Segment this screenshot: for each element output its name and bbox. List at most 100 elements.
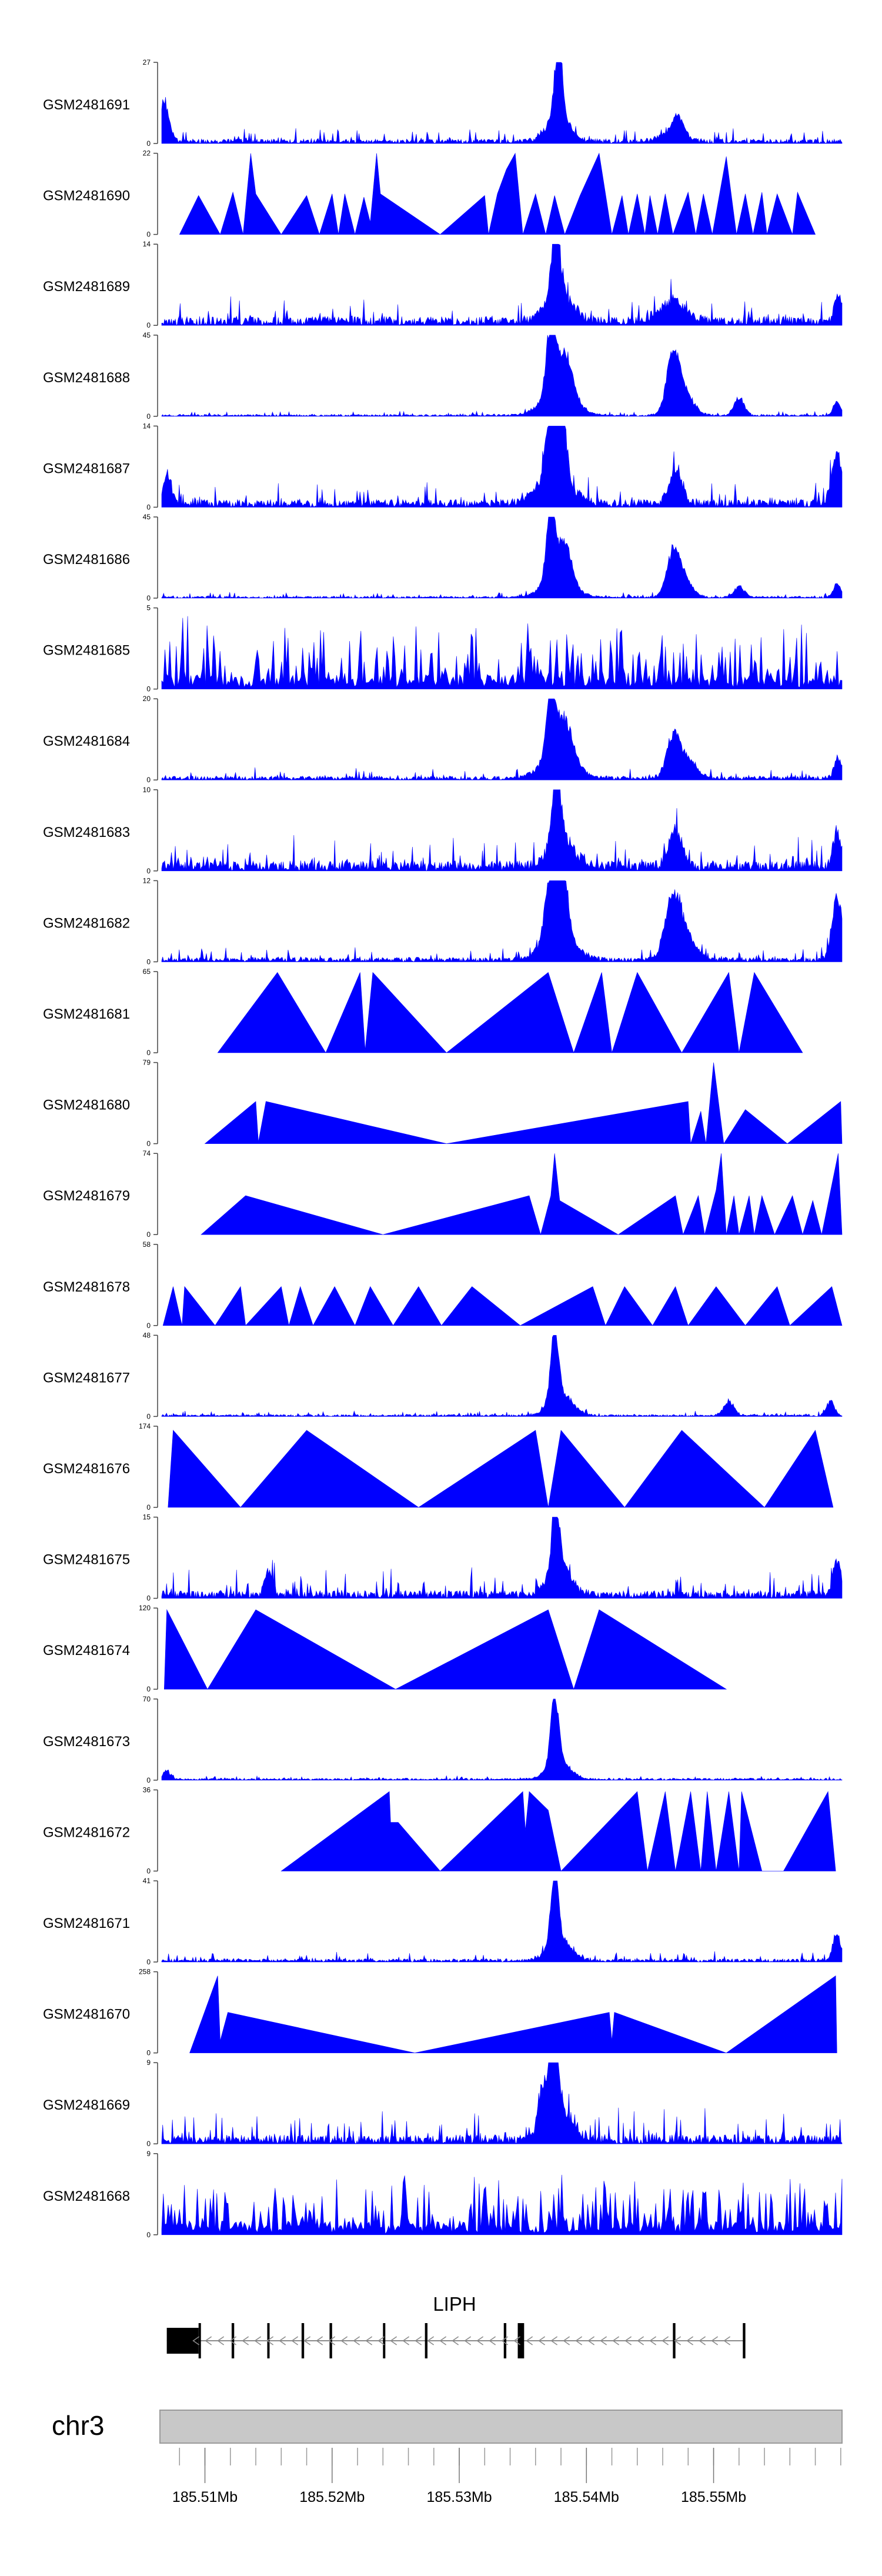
track-label: GSM2481674: [43, 1643, 130, 1659]
track-y-max-label: 22: [143, 149, 151, 158]
strand-arrow-icon: [254, 2336, 262, 2345]
track-y-min-label: 0: [146, 1958, 151, 1966]
track-signal: [163, 1609, 727, 1690]
track-y-max-label: 74: [143, 1149, 151, 1157]
strand-arrow-icon: [575, 2336, 583, 2345]
track-signal: [161, 335, 843, 417]
track-signal: [179, 152, 816, 235]
track-label: GSM2481678: [43, 1279, 130, 1295]
strand-arrow-icon: [377, 2336, 385, 2345]
track-y-min-label: 0: [146, 139, 151, 148]
strand-arrow-icon: [501, 2336, 509, 2345]
strand-arrow-icon: [229, 2336, 237, 2345]
track-signal: [161, 789, 843, 872]
track-y-max-label: 79: [143, 1059, 151, 1067]
track-y-min-label: 0: [146, 503, 151, 511]
track-GSM2481669: GSM2481669 9 0: [43, 2058, 843, 2148]
track-y-min-label: 0: [146, 1412, 151, 1420]
axis-tick-label: 185.52Mb: [299, 2489, 365, 2505]
exon: [198, 2323, 201, 2358]
track-y-min-label: 0: [146, 1594, 151, 1603]
track-y-max-label: 120: [139, 1604, 151, 1612]
exon: [383, 2323, 386, 2358]
track-label: GSM2481686: [43, 552, 130, 568]
track-signal: [161, 1699, 843, 1781]
strand-arrow-icon: [217, 2336, 225, 2345]
strand-arrow-icon: [662, 2336, 669, 2345]
strand-arrow-icon: [279, 2336, 286, 2345]
strand-arrow-icon: [612, 2336, 620, 2345]
track-y-min-label: 0: [146, 1503, 151, 1511]
axis-tick-label: 185.54Mb: [554, 2489, 619, 2505]
track-y-min-label: 0: [146, 594, 151, 602]
track-GSM2481681: GSM2481681 65 0: [43, 967, 803, 1057]
track-signal: [161, 1517, 843, 1599]
track-signal: [161, 616, 843, 689]
track-y-min-label: 0: [146, 2231, 151, 2239]
track-y-max-label: 48: [143, 1331, 151, 1339]
track-signal: [161, 62, 843, 145]
track-y-max-label: 45: [143, 331, 151, 339]
strand-arrow-icon: [340, 2336, 348, 2345]
track-GSM2481689: GSM2481689 14 0: [43, 240, 843, 329]
track-label: GSM2481669: [43, 2097, 130, 2113]
track-signal: [162, 1286, 843, 1326]
track-y-min-label: 0: [146, 2140, 151, 2148]
track-GSM2481691: GSM2481691 27 0: [43, 58, 843, 148]
exon: [517, 2323, 524, 2358]
track-label: GSM2481684: [43, 733, 130, 749]
track-y-max-label: 10: [143, 786, 151, 794]
axis-tick-label: 185.53Mb: [426, 2489, 492, 2505]
track-y-max-label: 36: [143, 1786, 151, 1794]
exon: [743, 2323, 746, 2358]
track-GSM2481674: GSM2481674 120 0: [43, 1604, 727, 1693]
exon: [267, 2323, 270, 2358]
track-signal: [161, 1880, 843, 1963]
strand-arrow-icon: [587, 2336, 595, 2345]
track-label: GSM2481672: [43, 1824, 130, 1840]
axis-ticks: 185.51Mb 185.52Mb 185.53Mb 185.54Mb 185.55Mb: [172, 2448, 841, 2505]
strand-arrow-icon: [452, 2336, 459, 2345]
genome-axis: chr3 185.51Mb 185.52Mb 185.53Mb 185.54Mb 185…: [52, 2410, 843, 2505]
track-y-max-label: 70: [143, 1695, 151, 1703]
strand-arrow-icon: [328, 2336, 336, 2345]
strand-arrow-icon: [303, 2336, 311, 2345]
strand-arrow-icon: [415, 2336, 422, 2345]
track-signal: [161, 243, 843, 326]
strand-arrows: [192, 2336, 731, 2345]
track-label: GSM2481683: [43, 825, 130, 840]
track-label: GSM2481671: [43, 1916, 130, 1931]
track-y-max-label: 65: [143, 967, 151, 976]
strand-arrow-icon: [266, 2336, 274, 2345]
strand-arrow-icon: [563, 2336, 570, 2345]
track-GSM2481682: GSM2481682 12 0: [43, 876, 843, 966]
track-y-max-label: 41: [143, 1877, 151, 1885]
track-label: GSM2481668: [43, 2188, 130, 2204]
strand-arrow-icon: [550, 2336, 558, 2345]
strand-arrow-icon: [513, 2336, 521, 2345]
track-GSM2481680: GSM2481680 79 0: [43, 1059, 843, 1148]
strand-arrow-icon: [365, 2336, 373, 2345]
strand-arrow-icon: [439, 2336, 447, 2345]
track-label: GSM2481670: [43, 2007, 130, 2023]
track-signal: [204, 1062, 843, 1144]
strand-arrow-icon: [489, 2336, 496, 2345]
track-GSM2481679: GSM2481679 74 0: [43, 1149, 843, 1239]
track-y-min-label: 0: [146, 1230, 151, 1239]
track-signal: [217, 972, 803, 1053]
track-y-max-label: 14: [143, 422, 151, 430]
track-label: GSM2481688: [43, 370, 130, 386]
strand-arrow-icon: [711, 2336, 719, 2345]
track-y-min-label: 0: [146, 412, 151, 421]
track-signal: [161, 2174, 843, 2235]
track-y-max-label: 174: [139, 1422, 151, 1430]
track-y-min-label: 0: [146, 1776, 151, 1784]
strand-arrow-icon: [427, 2336, 435, 2345]
track-label: GSM2481689: [43, 279, 130, 295]
strand-arrow-icon: [649, 2336, 657, 2345]
track-signal: [161, 698, 843, 781]
track-y-min-label: 0: [146, 867, 151, 875]
track-GSM2481678: GSM2481678 58 0: [43, 1240, 843, 1330]
track-label: GSM2481680: [43, 1097, 130, 1113]
